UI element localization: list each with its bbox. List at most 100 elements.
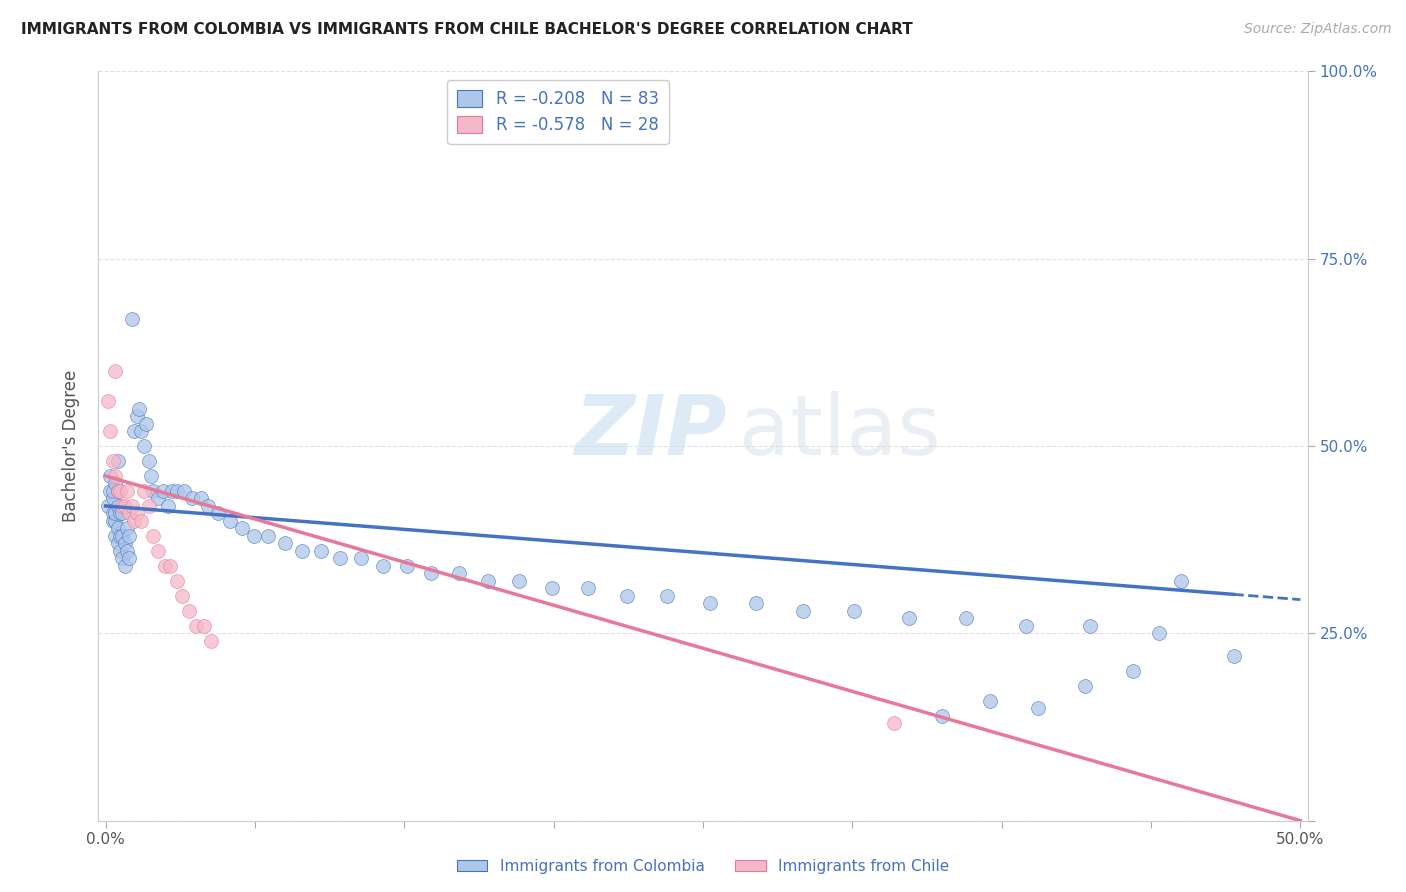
Point bbox=[541, 582, 564, 596]
Point bbox=[107, 536, 129, 550]
Point bbox=[98, 469, 121, 483]
Point bbox=[159, 558, 181, 573]
Point bbox=[842, 604, 865, 618]
Point bbox=[131, 424, 153, 438]
Point bbox=[257, 529, 280, 543]
Point bbox=[115, 544, 138, 558]
Point bbox=[744, 596, 766, 610]
Point bbox=[979, 694, 1001, 708]
Point bbox=[197, 499, 219, 513]
Point bbox=[1014, 619, 1036, 633]
Point bbox=[104, 529, 127, 543]
Point bbox=[419, 566, 441, 581]
Point bbox=[616, 589, 638, 603]
Point bbox=[114, 536, 136, 550]
Point bbox=[931, 708, 953, 723]
Point bbox=[107, 483, 129, 498]
Point bbox=[118, 551, 141, 566]
Point bbox=[371, 558, 394, 573]
Point bbox=[1074, 679, 1097, 693]
Point bbox=[98, 483, 121, 498]
Point bbox=[121, 311, 143, 326]
Point bbox=[122, 424, 145, 438]
Text: ZIP: ZIP bbox=[575, 391, 727, 472]
Point bbox=[218, 514, 240, 528]
Point bbox=[121, 499, 143, 513]
Legend: Immigrants from Colombia, Immigrants from Chile: Immigrants from Colombia, Immigrants fro… bbox=[451, 853, 955, 880]
Point bbox=[118, 507, 141, 521]
Point bbox=[657, 589, 679, 603]
Point bbox=[104, 364, 127, 378]
Point bbox=[200, 633, 222, 648]
Point bbox=[180, 491, 202, 506]
Point bbox=[274, 536, 297, 550]
Point bbox=[329, 551, 352, 566]
Point bbox=[152, 483, 174, 498]
Point bbox=[395, 558, 418, 573]
Point bbox=[350, 551, 373, 566]
Point bbox=[166, 574, 188, 588]
Legend: R = -0.208   N = 83, R = -0.578   N = 28: R = -0.208 N = 83, R = -0.578 N = 28 bbox=[447, 79, 669, 145]
Point bbox=[883, 716, 905, 731]
Point bbox=[139, 469, 162, 483]
Point bbox=[107, 483, 129, 498]
Point bbox=[101, 454, 124, 468]
Point bbox=[115, 483, 138, 498]
Point bbox=[125, 409, 148, 423]
Point bbox=[101, 483, 124, 498]
Point bbox=[792, 604, 814, 618]
Point bbox=[508, 574, 530, 588]
Point bbox=[576, 582, 599, 596]
Point bbox=[1170, 574, 1192, 588]
Point bbox=[166, 483, 188, 498]
Point bbox=[101, 507, 124, 521]
Point bbox=[111, 551, 134, 566]
Point bbox=[125, 507, 148, 521]
Point bbox=[108, 507, 131, 521]
Point bbox=[132, 439, 155, 453]
Point bbox=[309, 544, 332, 558]
Point bbox=[477, 574, 499, 588]
Point bbox=[186, 619, 208, 633]
Point bbox=[156, 499, 179, 513]
Point bbox=[190, 491, 212, 506]
Point bbox=[107, 521, 129, 535]
Point bbox=[146, 544, 169, 558]
Point bbox=[118, 529, 141, 543]
Point bbox=[115, 521, 138, 535]
Point bbox=[104, 514, 127, 528]
Point bbox=[108, 544, 131, 558]
Point bbox=[108, 529, 131, 543]
Point bbox=[142, 483, 165, 498]
Point bbox=[231, 521, 253, 535]
Point bbox=[128, 401, 150, 416]
Point bbox=[146, 491, 169, 506]
Point bbox=[122, 514, 145, 528]
Point bbox=[173, 483, 195, 498]
Text: IMMIGRANTS FROM COLOMBIA VS IMMIGRANTS FROM CHILE BACHELOR'S DEGREE CORRELATION : IMMIGRANTS FROM COLOMBIA VS IMMIGRANTS F… bbox=[21, 22, 912, 37]
Point bbox=[138, 499, 160, 513]
Point bbox=[897, 611, 920, 625]
Point bbox=[131, 514, 153, 528]
Point bbox=[1078, 619, 1101, 633]
Point bbox=[114, 558, 136, 573]
Point bbox=[107, 454, 129, 468]
Point bbox=[111, 529, 134, 543]
Point bbox=[193, 619, 215, 633]
Point bbox=[170, 589, 193, 603]
Point bbox=[111, 507, 134, 521]
Text: atlas: atlas bbox=[740, 391, 941, 472]
Point bbox=[1026, 701, 1049, 715]
Point bbox=[108, 483, 131, 498]
Point bbox=[138, 454, 160, 468]
Point bbox=[1222, 648, 1244, 663]
Point bbox=[155, 558, 177, 573]
Point bbox=[1149, 626, 1171, 640]
Point bbox=[179, 604, 201, 618]
Point bbox=[699, 596, 721, 610]
Point bbox=[101, 491, 124, 506]
Point bbox=[114, 499, 136, 513]
Point bbox=[135, 417, 157, 431]
Point bbox=[449, 566, 471, 581]
Point bbox=[97, 394, 120, 409]
